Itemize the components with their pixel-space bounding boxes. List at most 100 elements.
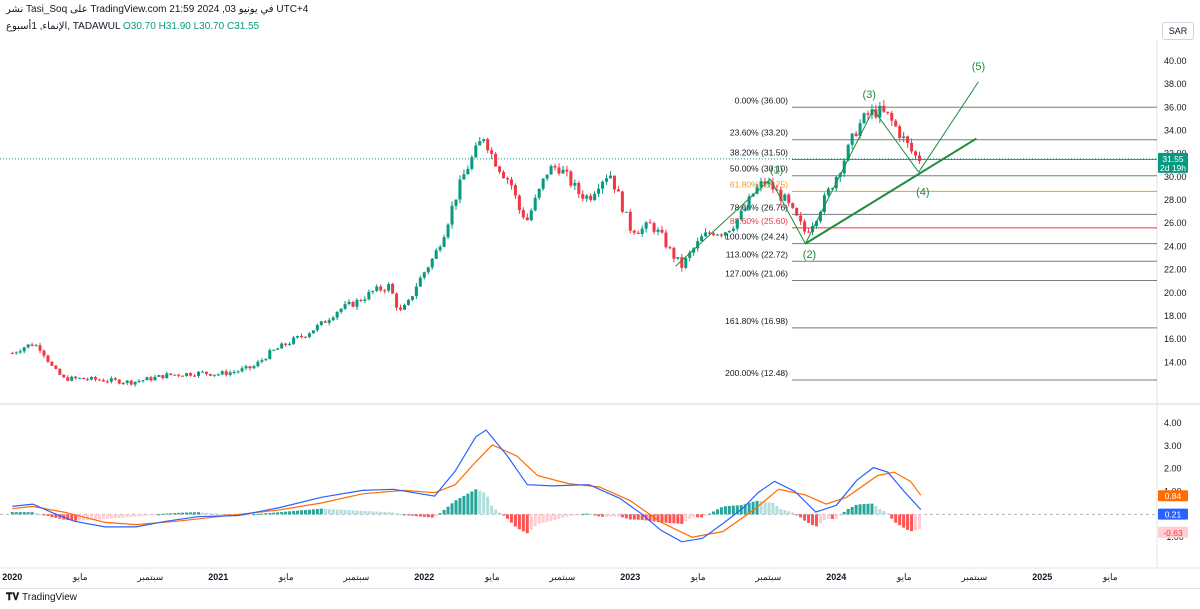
candle-body [573, 182, 577, 186]
candle-body [288, 343, 292, 345]
macd-histogram-bar [343, 509, 347, 515]
candle-body [672, 247, 676, 259]
symbol-title[interactable]: الإنماء, 1أسبوع, TADAWUL [6, 21, 121, 32]
wave-line-4 [872, 109, 920, 173]
candle-body [375, 286, 379, 291]
price-axis-tick: 20.00 [1164, 288, 1187, 298]
candle-body [296, 336, 300, 338]
macd-histogram-bar [775, 506, 779, 515]
candle-body [153, 376, 157, 381]
price-axis-tick: 26.00 [1164, 218, 1187, 228]
macd-histogram-bar [105, 514, 109, 519]
candle-body [133, 381, 137, 385]
macd-histogram-bar [581, 514, 585, 516]
macd-histogram-bar [414, 514, 418, 517]
macd-histogram-bar [858, 504, 862, 515]
candle-body [846, 144, 850, 161]
macd-histogram-bar [814, 514, 818, 527]
candle-body [173, 374, 177, 376]
candle-body [121, 382, 125, 384]
candle-body [93, 377, 97, 380]
candle-body [125, 380, 129, 383]
signal-value-badge-text: 0.21 [1165, 510, 1182, 520]
fib-level-label: 0.00% (36.00) [735, 95, 789, 105]
macd-histogram-bar [387, 512, 391, 515]
candle-body [450, 205, 454, 225]
candle-body [236, 371, 240, 373]
macd-histogram-bar [355, 510, 359, 515]
macd-histogram-bar [902, 514, 906, 528]
macd-histogram-bar [454, 500, 458, 515]
footer-brand[interactable]: TradingView [22, 592, 78, 603]
candle-body [137, 380, 141, 382]
macd-histogram-bar [822, 514, 826, 521]
macd-histogram-bar [597, 514, 601, 517]
macd-histogram-bar [715, 509, 719, 515]
last-price-badge-bg [1158, 152, 1188, 173]
macd-histogram-bar [193, 512, 197, 515]
candle-body [715, 234, 719, 236]
macd-histogram-bar [549, 514, 553, 522]
macd-histogram-bar [165, 513, 169, 515]
candle-body [898, 126, 902, 138]
candle-body [822, 195, 826, 213]
candle-body [149, 377, 153, 381]
candle-body [26, 344, 30, 348]
macd-histogram-bar [121, 514, 125, 518]
macd-histogram-bar [723, 506, 727, 515]
macd-histogram-bar [117, 514, 121, 518]
candle-body [367, 291, 371, 300]
fib-level-label: 161.80% (16.98) [725, 316, 788, 326]
candle-body [505, 178, 509, 180]
price-axis-tick: 14.00 [1164, 357, 1187, 367]
candle-body [743, 208, 747, 211]
histogram-value-badge: -0.63 [1158, 526, 1188, 538]
macd-histogram-bar [664, 514, 668, 523]
candle-body [331, 317, 335, 321]
footer-bar: 𝐓𝐕 TradingView [0, 588, 1200, 609]
macd-histogram-bar [327, 509, 331, 515]
macd-histogram-bar [204, 512, 208, 515]
chart-header-line1: نشر Tasi_Soq على TradingView.com 21:59 2… [6, 4, 309, 15]
candle-body [585, 195, 589, 199]
fib-level-label: 200.00% (12.48) [725, 368, 788, 378]
candle-body [513, 185, 517, 196]
candle-body [248, 366, 252, 369]
candle-body [680, 257, 684, 268]
time-axis-tick: سبتمبر [548, 572, 575, 583]
macd-histogram-bar [482, 492, 486, 515]
candle-body [597, 188, 601, 194]
candle-body [878, 105, 882, 118]
candle-body [46, 355, 50, 362]
candle-body [486, 139, 490, 151]
macd-histogram-bar [640, 514, 644, 520]
currency-button[interactable]: SAR [1162, 22, 1194, 40]
macd-histogram-bar [149, 514, 153, 516]
tradingview-logo-icon[interactable]: 𝐓𝐕 [6, 592, 20, 603]
candle-body [117, 379, 121, 384]
macd-histogram-bar [779, 509, 783, 515]
macd-histogram-bar [906, 514, 910, 530]
candle-body [763, 181, 767, 184]
fib-level-label: 113.00% (22.72) [726, 249, 788, 259]
time-axis-tick: سبتمبر [754, 572, 781, 583]
time-axis-tick: مايو [1102, 572, 1118, 583]
macd-histogram-bar [648, 514, 652, 521]
candle-body [902, 136, 906, 138]
candle-body [466, 168, 470, 175]
candle-body [723, 232, 727, 236]
macd-histogram-bar [478, 490, 482, 515]
chart-canvas[interactable]: 14.00 16.00 18.00 20.00 22.00 24.00 26.00 28.00… [0, 0, 1200, 588]
macd-histogram-bar [601, 514, 605, 517]
macd-histogram-bar [177, 512, 181, 515]
candle-body [533, 197, 537, 211]
candle-body [240, 368, 244, 372]
candle-body [541, 178, 545, 189]
macd-histogram-bar [292, 510, 296, 515]
candle-body [327, 320, 331, 323]
candle-body [906, 136, 910, 143]
candle-body [323, 321, 327, 323]
wave-line-2 [769, 178, 806, 244]
support-trendline [804, 137, 977, 245]
macd-histogram-bar [612, 514, 616, 517]
